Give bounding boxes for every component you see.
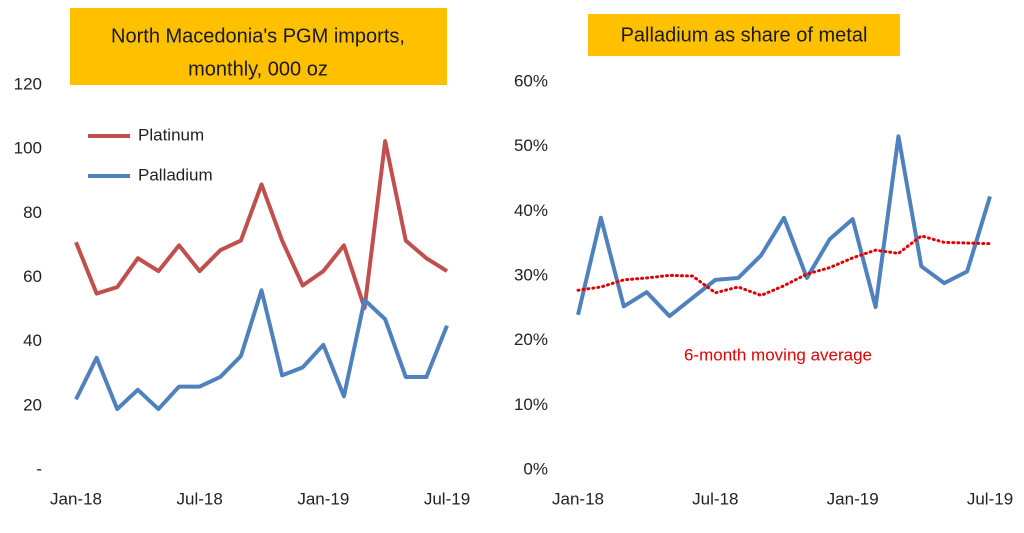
- x-tick-label: Jul-18: [692, 489, 738, 508]
- y-tick-label: 40: [23, 331, 42, 350]
- y-tick-label: 60: [23, 267, 42, 286]
- y-tick-label: 0%: [523, 459, 548, 478]
- series-line: [74, 139, 449, 310]
- y-tick-label: -: [36, 459, 42, 478]
- series-line: [576, 134, 992, 319]
- x-tick-label: Jul-19: [424, 489, 470, 508]
- title-box: [588, 14, 900, 56]
- chart-title: North Macedonia's PGM imports,: [111, 25, 405, 47]
- y-tick-label: 20: [23, 395, 42, 414]
- legend-label: Platinum: [138, 125, 204, 144]
- x-tick-label: Jan-19: [297, 489, 349, 508]
- x-tick-label: Jan-18: [552, 489, 604, 508]
- y-tick-label: 80: [23, 203, 42, 222]
- y-tick-label: 10%: [514, 395, 548, 414]
- series-label: 6-month moving average: [684, 345, 872, 364]
- y-tick-label: 20%: [514, 330, 548, 349]
- x-tick-label: Jul-19: [967, 489, 1013, 508]
- y-tick-label: 40%: [514, 201, 548, 220]
- y-tick-label: 60%: [514, 71, 548, 90]
- y-tick-label: 30%: [514, 265, 548, 284]
- chart-title: monthly, 000 oz: [188, 58, 328, 80]
- y-tick-label: 50%: [514, 136, 548, 155]
- x-tick-label: Jan-18: [50, 489, 102, 508]
- series-line: [576, 234, 992, 297]
- x-tick-label: Jan-19: [827, 489, 879, 508]
- x-tick-label: Jul-18: [177, 489, 223, 508]
- chart-title: Palladium as share of metal: [621, 24, 868, 46]
- title-box: [70, 8, 447, 85]
- y-tick-label: 100: [14, 139, 42, 158]
- series-line: [74, 288, 449, 412]
- legend-label: Palladium: [138, 165, 213, 184]
- y-tick-label: 120: [14, 74, 42, 93]
